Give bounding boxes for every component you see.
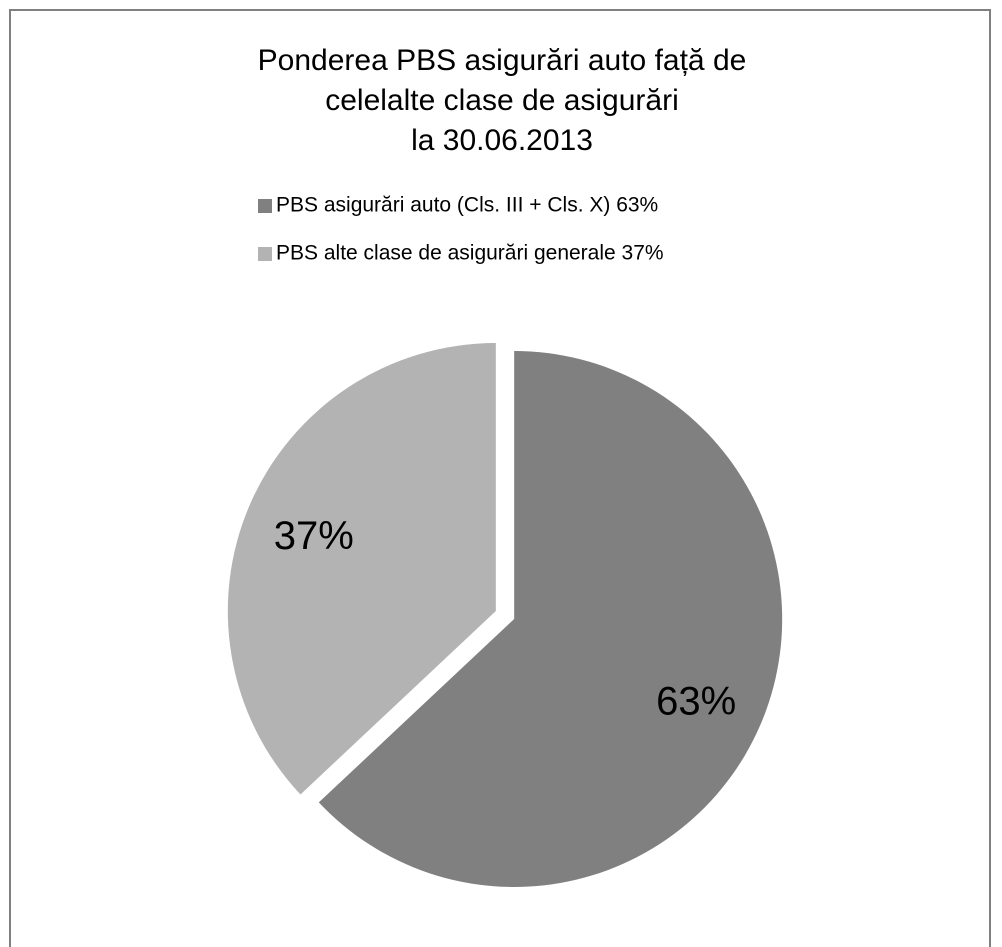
- legend-label: PBS alte clase de asigurări generale 37%: [276, 242, 664, 265]
- pie-slice: [227, 343, 496, 795]
- legend-swatch: [258, 247, 272, 261]
- chart-title: la 30.06.2013: [411, 124, 593, 157]
- data-label: 37%: [274, 514, 354, 558]
- chart-title: Ponderea PBS asigurări auto față de: [258, 44, 747, 77]
- pie-slice: [318, 350, 783, 887]
- chart-title: celelalte clase de asigurări: [325, 84, 679, 117]
- data-label: 63%: [656, 679, 736, 723]
- legend-label: PBS asigurări auto (Cls. III + Cls. X) 6…: [276, 194, 658, 217]
- legend-swatch: [258, 199, 272, 213]
